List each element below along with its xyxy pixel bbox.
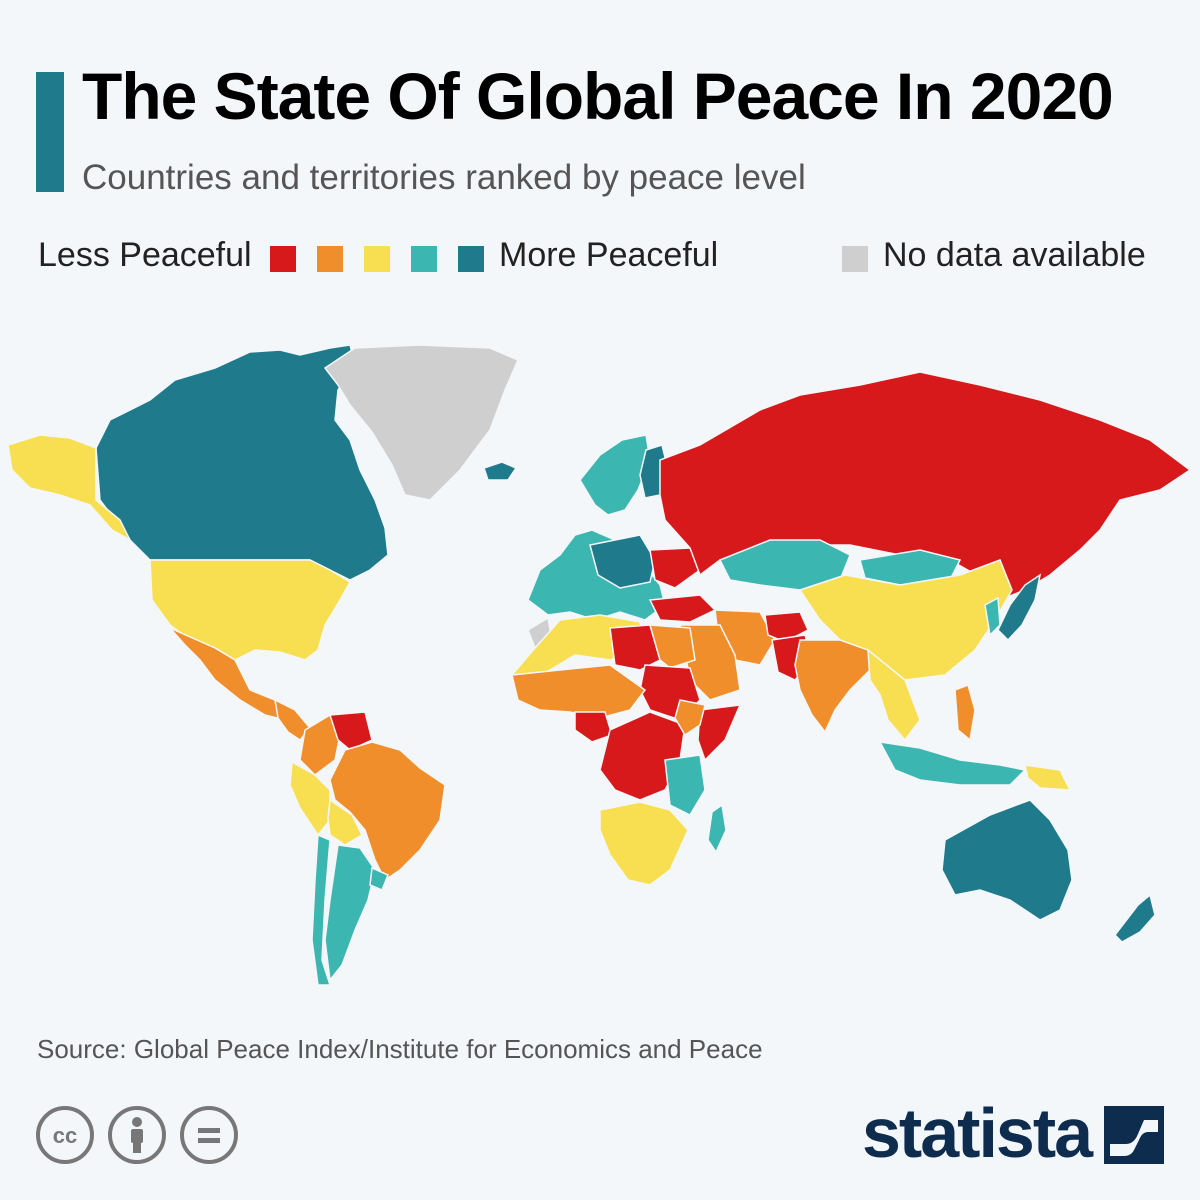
region-alaska (7, 434, 132, 542)
legend-swatch-level-3 (364, 246, 390, 272)
region-philippines (954, 684, 976, 742)
attribution-icon (108, 1106, 166, 1164)
source-note: Source: Global Peace Index/Institute for… (37, 1034, 763, 1064)
legend-no-data-label: No data available (883, 236, 1146, 274)
region-australia (941, 799, 1073, 921)
region-somalia (697, 704, 742, 762)
region-indonesia (878, 741, 1027, 786)
page-subtitle: Countries and territories ranked by peac… (82, 158, 806, 197)
region-southern-africa (599, 801, 689, 886)
region-peru (289, 760, 331, 837)
title-accent-bar (36, 72, 64, 192)
region-greenland (323, 344, 519, 501)
statista-wordmark: statista (862, 1094, 1093, 1172)
region-japan (997, 573, 1042, 642)
legend-swatch-level-1 (270, 246, 296, 272)
region-egypt (648, 624, 696, 669)
region-papua-new-guinea (1024, 764, 1072, 791)
region-sahel (511, 664, 647, 719)
region-bolivia (327, 798, 363, 846)
region-western-europe (527, 529, 666, 621)
region-uruguay (369, 866, 389, 891)
region-chile (311, 833, 332, 986)
region-iceland (483, 461, 518, 481)
legend-swatch-no-data (842, 246, 868, 272)
cc-icon: cc (36, 1106, 94, 1164)
legend-swatch-level-2 (317, 246, 343, 272)
world-map (7, 344, 1192, 986)
legend-swatch-level-4 (411, 246, 437, 272)
region-central-africa (599, 711, 686, 801)
region-central-america (274, 698, 311, 741)
svg-text:cc: cc (53, 1123, 77, 1148)
region-east-africa (664, 754, 706, 816)
region-central-europe (589, 534, 656, 589)
legend-more-peaceful-label: More Peaceful (499, 236, 719, 274)
region-madagascar (707, 803, 727, 854)
statista-logo-icon (1104, 1106, 1164, 1164)
region-brazil (329, 741, 446, 882)
region-argentina (324, 844, 376, 982)
legend-swatch-level-5 (458, 246, 484, 272)
region-ethiopia (674, 699, 706, 737)
no-derivatives-icon (180, 1106, 238, 1164)
legend-less-peaceful-label: Less Peaceful (38, 236, 252, 274)
region-united-states (149, 559, 352, 661)
region-southeast-asia (867, 648, 921, 742)
region-india (794, 639, 871, 734)
region-new-zealand (1114, 893, 1156, 943)
region-mexico (169, 627, 287, 722)
region-nigeria (574, 711, 613, 743)
legend: Less Peaceful More Peaceful No data avai… (38, 236, 1164, 280)
region-turkey (648, 594, 717, 623)
region-ukraine (649, 547, 701, 589)
region-korea (984, 596, 1001, 637)
page-title: The State Of Global Peace In 2020 (82, 59, 1114, 133)
